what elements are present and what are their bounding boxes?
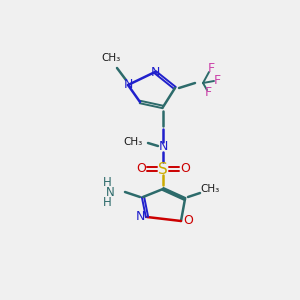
Text: N: N <box>158 140 168 154</box>
Text: N: N <box>106 185 114 199</box>
Text: F: F <box>207 62 214 76</box>
Text: O: O <box>180 163 190 176</box>
Text: N: N <box>150 65 160 79</box>
Text: F: F <box>204 86 211 100</box>
Text: S: S <box>158 161 168 176</box>
Text: CH₃: CH₃ <box>101 53 121 63</box>
Text: N: N <box>123 79 133 92</box>
Text: N: N <box>135 211 145 224</box>
Text: H: H <box>103 176 111 188</box>
Text: F: F <box>213 74 220 88</box>
Text: O: O <box>136 163 146 176</box>
Text: CH₃: CH₃ <box>200 184 220 194</box>
Text: H: H <box>103 196 111 208</box>
Text: CH₃: CH₃ <box>123 137 142 147</box>
Text: O: O <box>183 214 193 227</box>
